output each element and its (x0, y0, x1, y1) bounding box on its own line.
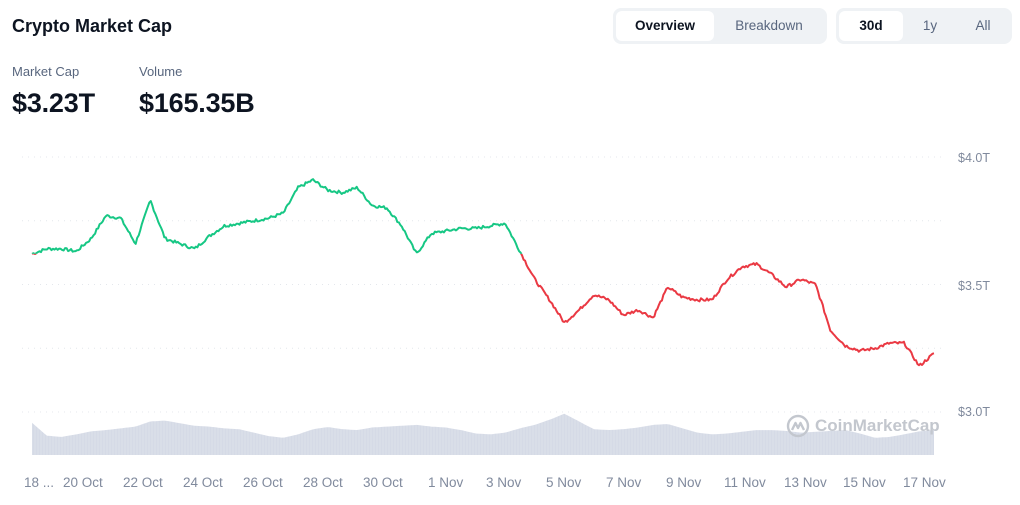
range-1y[interactable]: 1y (922, 18, 938, 33)
view-toggle: Overview Breakdown (613, 8, 827, 44)
market-cap-value: $3.23T (12, 88, 95, 118)
price-line (31, 178, 935, 367)
x-tick-label: 7 Nov (606, 475, 642, 490)
y-tick-label: $3.5T (958, 279, 990, 293)
x-tick-label: 24 Oct (183, 475, 223, 490)
x-tick-label: 28 Oct (303, 475, 343, 490)
x-tick-label: 3 Nov (486, 475, 522, 490)
x-tick-label: 9 Nov (666, 475, 702, 490)
x-tick-label: 30 Oct (363, 475, 403, 490)
y-tick-label: $4.0T (958, 151, 990, 165)
tab-breakdown[interactable]: Breakdown (735, 18, 803, 33)
volume-area (31, 412, 934, 455)
x-tick-label: 13 Nov (784, 475, 827, 490)
range-toggle: 30d 1y All (836, 8, 1012, 44)
y-axis: $4.0T $3.5T $3.0T (958, 151, 990, 419)
x-tick-label: 22 Oct (123, 475, 163, 490)
coinmarketcap-watermark: CoinMarketCap (786, 414, 940, 438)
x-axis: 18 ... 20 Oct 22 Oct 24 Oct 26 Oct 28 Oc… (24, 475, 946, 490)
range-all[interactable]: All (975, 18, 991, 33)
volume-label: Volume (139, 64, 183, 79)
x-tick-label: 5 Nov (546, 475, 582, 490)
market-cap-label: Market Cap (12, 64, 80, 79)
x-tick-label: 18 ... (24, 475, 54, 490)
x-tick-label: 11 Nov (724, 475, 766, 490)
volume-value: $165.35B (139, 88, 255, 118)
x-tick-label: 1 Nov (428, 475, 464, 490)
y-tick-label: $3.0T (958, 405, 990, 419)
x-tick-label: 26 Oct (243, 475, 283, 490)
coinmarketcap-logo-icon (786, 414, 810, 438)
range-30d[interactable]: 30d (839, 11, 903, 41)
x-tick-label: 17 Nov (903, 475, 946, 490)
watermark-text: CoinMarketCap (815, 416, 940, 435)
tab-overview[interactable]: Overview (616, 11, 714, 41)
x-tick-label: 20 Oct (63, 475, 103, 490)
page-title: Crypto Market Cap (12, 16, 173, 36)
grid-lines (22, 156, 945, 413)
market-cap-stat: Market Cap $3.23T (12, 64, 95, 119)
x-tick-label: 15 Nov (843, 475, 886, 490)
volume-stat: Volume $165.35B (139, 64, 255, 119)
